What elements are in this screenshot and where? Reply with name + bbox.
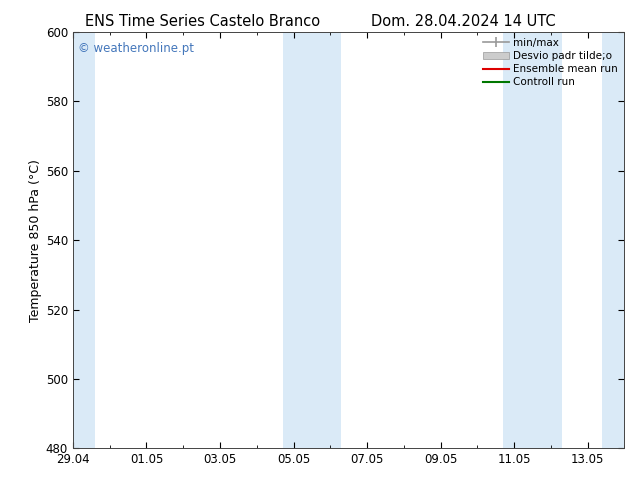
Text: Dom. 28.04.2024 14 UTC: Dom. 28.04.2024 14 UTC <box>370 14 555 29</box>
Bar <box>283 32 341 448</box>
Bar <box>602 32 624 448</box>
Bar <box>73 32 95 448</box>
Text: © weatheronline.pt: © weatheronline.pt <box>79 42 195 55</box>
Bar <box>503 32 562 448</box>
Legend: min/max, Desvio padr tilde;o, Ensemble mean run, Controll run: min/max, Desvio padr tilde;o, Ensemble m… <box>479 34 623 92</box>
Text: ENS Time Series Castelo Branco: ENS Time Series Castelo Branco <box>86 14 320 29</box>
Y-axis label: Temperature 850 hPa (°C): Temperature 850 hPa (°C) <box>29 159 42 321</box>
